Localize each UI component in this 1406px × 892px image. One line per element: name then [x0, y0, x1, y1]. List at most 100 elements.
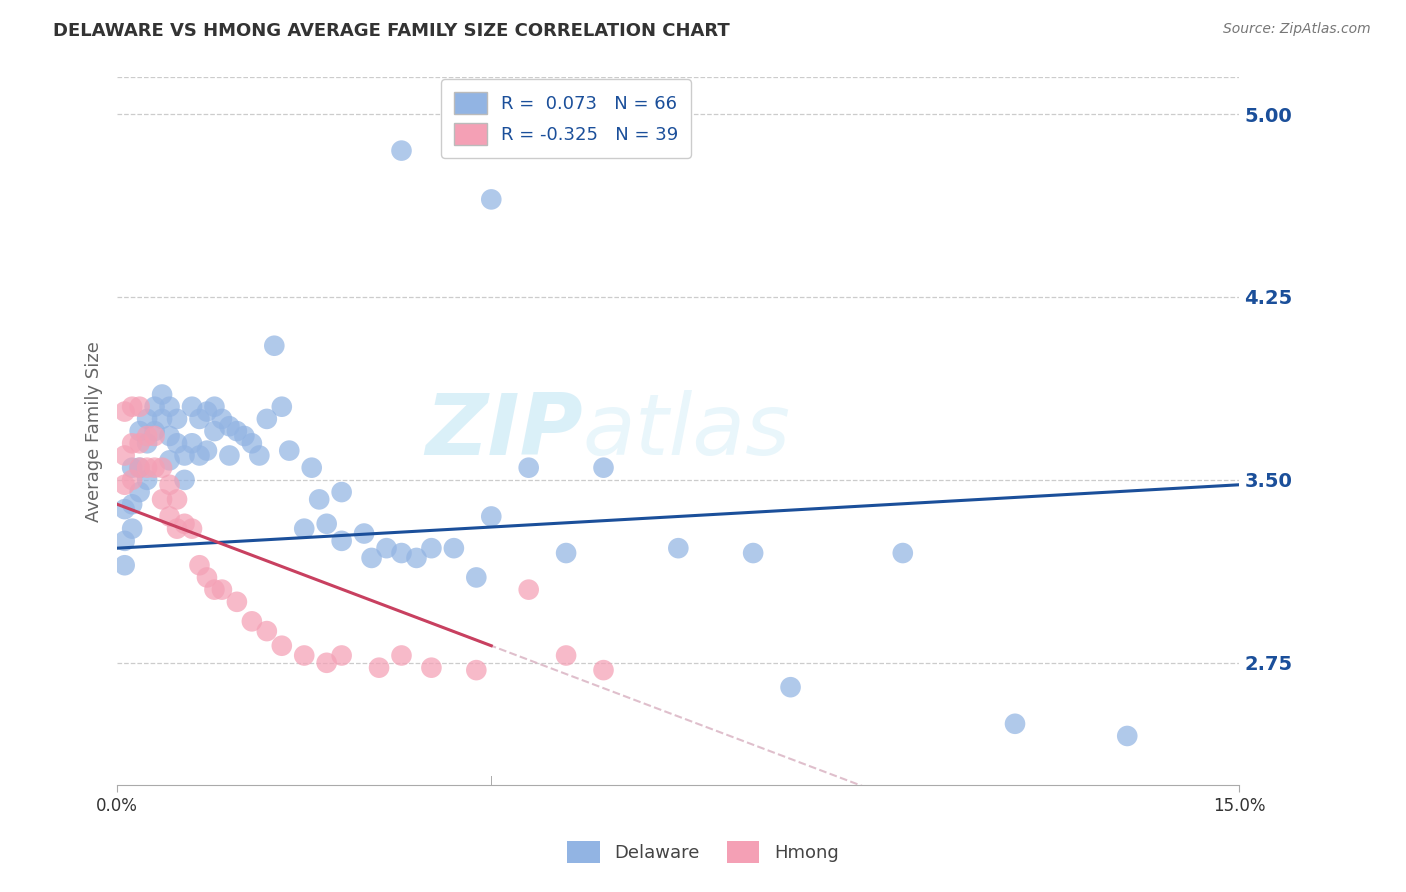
Legend: Delaware, Hmong: Delaware, Hmong — [557, 830, 849, 874]
Point — [330, 533, 353, 548]
Point — [114, 404, 136, 418]
Point — [308, 492, 330, 507]
Point — [204, 424, 226, 438]
Point — [173, 516, 195, 531]
Point — [218, 419, 240, 434]
Point — [204, 400, 226, 414]
Point — [121, 436, 143, 450]
Point — [555, 648, 578, 663]
Point — [375, 541, 398, 556]
Point — [128, 460, 150, 475]
Point — [517, 460, 540, 475]
Point — [159, 509, 181, 524]
Point — [121, 473, 143, 487]
Point — [330, 485, 353, 500]
Point — [150, 387, 173, 401]
Point — [742, 546, 765, 560]
Point — [121, 522, 143, 536]
Point — [666, 541, 689, 556]
Point — [592, 663, 614, 677]
Text: atlas: atlas — [583, 390, 792, 473]
Point — [240, 436, 263, 450]
Point — [315, 516, 337, 531]
Point — [391, 648, 413, 663]
Point — [240, 615, 263, 629]
Point — [128, 460, 150, 475]
Point — [150, 492, 173, 507]
Point — [136, 473, 159, 487]
Text: DELAWARE VS HMONG AVERAGE FAMILY SIZE CORRELATION CHART: DELAWARE VS HMONG AVERAGE FAMILY SIZE CO… — [53, 22, 730, 40]
Point — [353, 526, 375, 541]
Point — [517, 582, 540, 597]
Point — [136, 460, 159, 475]
Point — [1116, 729, 1139, 743]
Point — [188, 558, 211, 573]
Point — [592, 138, 614, 153]
Point — [256, 624, 278, 639]
Point — [143, 460, 166, 475]
Point — [150, 412, 173, 426]
Point — [121, 400, 143, 414]
Point — [270, 400, 292, 414]
Point — [278, 443, 301, 458]
Point — [166, 412, 188, 426]
Point — [360, 550, 382, 565]
Point — [166, 492, 188, 507]
Point — [405, 550, 427, 565]
Legend: R =  0.073   N = 66, R = -0.325   N = 39: R = 0.073 N = 66, R = -0.325 N = 39 — [441, 79, 690, 158]
Point — [166, 522, 188, 536]
Point — [204, 582, 226, 597]
Point — [114, 502, 136, 516]
Point — [188, 412, 211, 426]
Point — [136, 412, 159, 426]
Point — [128, 400, 150, 414]
Point — [159, 429, 181, 443]
Point — [891, 546, 914, 560]
Point — [114, 533, 136, 548]
Point — [465, 663, 488, 677]
Point — [114, 449, 136, 463]
Point — [143, 424, 166, 438]
Point — [136, 429, 159, 443]
Point — [315, 656, 337, 670]
Point — [555, 546, 578, 560]
Point — [173, 449, 195, 463]
Point — [779, 680, 801, 694]
Point — [114, 477, 136, 491]
Point — [173, 473, 195, 487]
Point — [247, 449, 270, 463]
Point — [188, 449, 211, 463]
Point — [330, 648, 353, 663]
Point — [233, 429, 256, 443]
Point — [218, 449, 240, 463]
Point — [270, 639, 292, 653]
Point — [211, 412, 233, 426]
Point — [368, 661, 391, 675]
Y-axis label: Average Family Size: Average Family Size — [86, 341, 103, 522]
Point — [195, 570, 218, 584]
Point — [166, 436, 188, 450]
Point — [391, 144, 413, 158]
Point — [420, 661, 443, 675]
Point — [181, 522, 204, 536]
Point — [391, 546, 413, 560]
Point — [465, 570, 488, 584]
Point — [292, 648, 315, 663]
Point — [479, 509, 502, 524]
Point — [292, 522, 315, 536]
Point — [121, 460, 143, 475]
Point — [159, 400, 181, 414]
Point — [181, 400, 204, 414]
Point — [181, 436, 204, 450]
Point — [128, 485, 150, 500]
Point — [195, 443, 218, 458]
Point — [143, 429, 166, 443]
Point — [121, 497, 143, 511]
Point — [150, 460, 173, 475]
Point — [420, 541, 443, 556]
Point — [128, 436, 150, 450]
Point — [159, 477, 181, 491]
Point — [143, 400, 166, 414]
Point — [225, 595, 247, 609]
Point — [128, 424, 150, 438]
